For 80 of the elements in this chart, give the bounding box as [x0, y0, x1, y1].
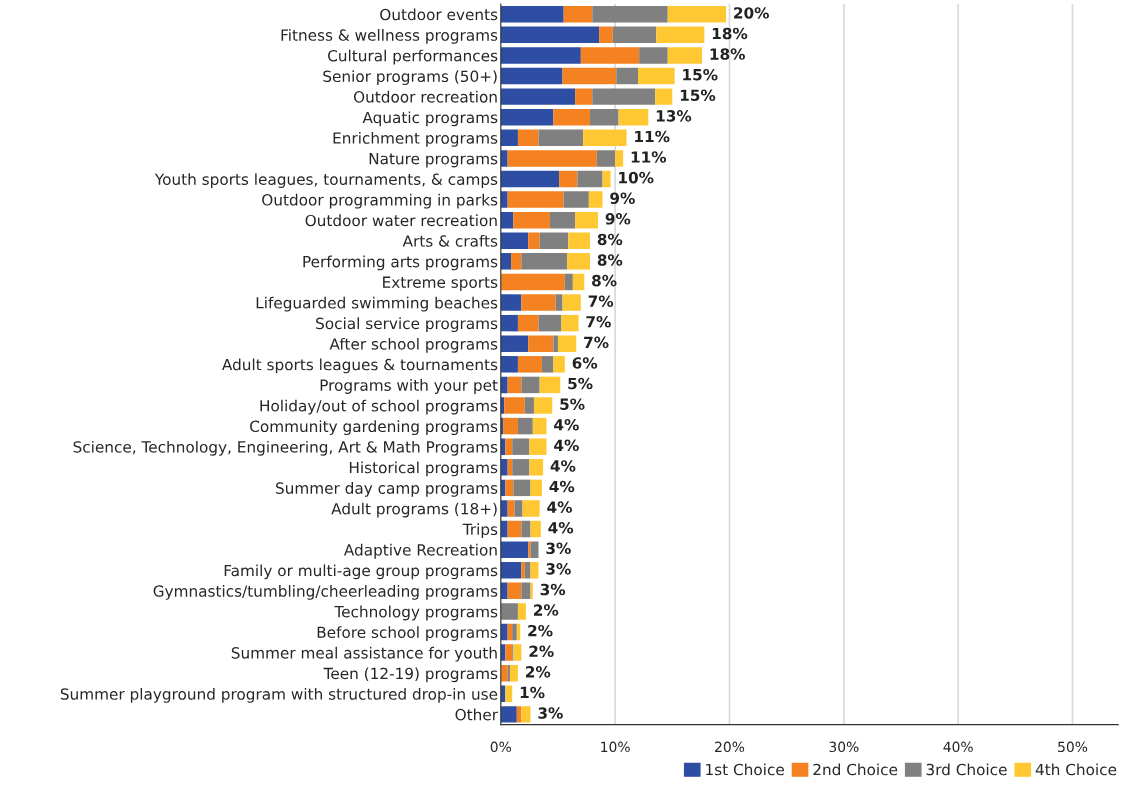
y-tick-label: Summer day camp programs	[276, 482, 498, 497]
x-tick-label: 10%	[601, 741, 630, 753]
y-tick-label: Arts & crafts	[402, 234, 498, 247]
y-tick-label: Adaptive Recreation	[343, 543, 497, 559]
legend-label: 4th Choice	[1035, 763, 1117, 776]
y-tick-label: Youth sports leagues, tournaments, & camps	[154, 173, 498, 188]
y-tick-label: Fitness & wellness programs	[281, 29, 498, 44]
y-tick-label: Technology programs	[334, 605, 498, 621]
x-tick-label: 40%	[943, 741, 973, 753]
total-label: 7%	[588, 295, 614, 307]
y-tick-label: Holiday/out of school programs	[260, 399, 498, 415]
y-tick-label: Performing arts programs	[303, 255, 498, 271]
total-label: 8%	[597, 254, 623, 266]
y-tick-label: Adult sports leagues & tournaments	[222, 358, 498, 374]
y-tick-label: Programs with your pet	[320, 379, 498, 394]
y-tick-label: Enrichment programs	[333, 132, 498, 147]
y-tick-label: Outdoor programming in parks	[262, 193, 498, 209]
total-label: 10%	[619, 171, 654, 184]
total-label: 11%	[631, 151, 667, 163]
y-tick-label: Gymnastics/tumbling/cheerleading programs	[153, 585, 498, 600]
y-tick-label: Outdoor water recreation	[305, 214, 497, 227]
y-tick-label: Summer playground program with structured drop-in use	[60, 687, 498, 703]
legend-label: 2nd Choice	[813, 763, 898, 776]
y-tick-label: Trips	[462, 523, 498, 539]
total-label: 13%	[656, 110, 692, 122]
total-label: 8%	[597, 233, 623, 246]
total-label: 4%	[554, 439, 579, 452]
y-tick-label: Outdoor events	[380, 8, 498, 21]
total-label: 7%	[586, 316, 611, 328]
total-label: 11%	[635, 130, 670, 143]
total-label: 3%	[540, 583, 566, 596]
total-label: 3%	[538, 707, 563, 719]
legend-label: 3rd Choice	[926, 763, 1007, 776]
total-label: 4%	[549, 480, 575, 493]
y-tick-label: Historical programs	[349, 461, 498, 477]
total-label: 2%	[528, 624, 553, 637]
total-label: 4%	[548, 521, 574, 534]
total-label: 18%	[710, 48, 745, 60]
total-label: 15%	[680, 89, 716, 102]
total-label: 2%	[529, 645, 554, 658]
y-tick-label: After school programs	[329, 337, 498, 353]
y-tick-label: Cultural performances	[328, 49, 498, 65]
y-tick-label: Social service programs	[316, 317, 498, 333]
y-tick-label: Extreme sports	[383, 276, 498, 291]
x-tick-label: 30%	[829, 741, 859, 753]
y-tick-label: Summer meal assistance for youth	[231, 646, 497, 662]
y-tick-label: Lifeguarded swimming beaches	[256, 296, 498, 312]
y-tick-label: Community gardening programs	[250, 420, 498, 436]
y-tick-label: Senior programs (50+)	[323, 70, 497, 86]
total-label: 2%	[534, 604, 559, 616]
legend-label: 1st Choice	[706, 763, 784, 776]
total-label: 15%	[683, 68, 718, 81]
total-label: 9%	[610, 192, 635, 205]
total-label: 1%	[520, 686, 545, 699]
y-tick-label: Outdoor recreation	[353, 90, 497, 103]
total-label: 4%	[554, 418, 579, 431]
total-label: 8%	[592, 274, 617, 287]
y-tick-label: Other	[455, 708, 499, 721]
total-label: 4%	[550, 460, 576, 472]
total-label: 9%	[605, 213, 631, 225]
total-label: 3%	[546, 542, 571, 555]
total-label: 5%	[560, 398, 585, 410]
x-tick-label: 20%	[715, 741, 745, 753]
total-label: 2%	[526, 666, 551, 678]
total-label: 6%	[572, 357, 598, 369]
total-label: 20%	[734, 7, 769, 19]
x-tick-label: 0%	[490, 741, 512, 753]
y-tick-label: Science, Technology, Engineering, Art & Math Programs	[73, 440, 498, 456]
x-tick-label: 50%	[1058, 741, 1088, 753]
y-tick-label: Nature programs	[369, 153, 498, 168]
y-tick-label: Before school programs	[317, 626, 498, 641]
y-tick-label: Teen (12-19) programs	[323, 667, 498, 683]
total-label: 7%	[584, 336, 609, 349]
total-label: 5%	[568, 377, 593, 390]
y-tick-label: Aquatic programs	[362, 111, 498, 127]
y-tick-label: Adult programs (18+)	[331, 502, 497, 518]
y-tick-label: Family or multi-age group programs	[224, 564, 498, 580]
total-label: 3%	[546, 563, 571, 575]
total-label: 4%	[547, 501, 572, 513]
total-label: 18%	[712, 27, 748, 40]
